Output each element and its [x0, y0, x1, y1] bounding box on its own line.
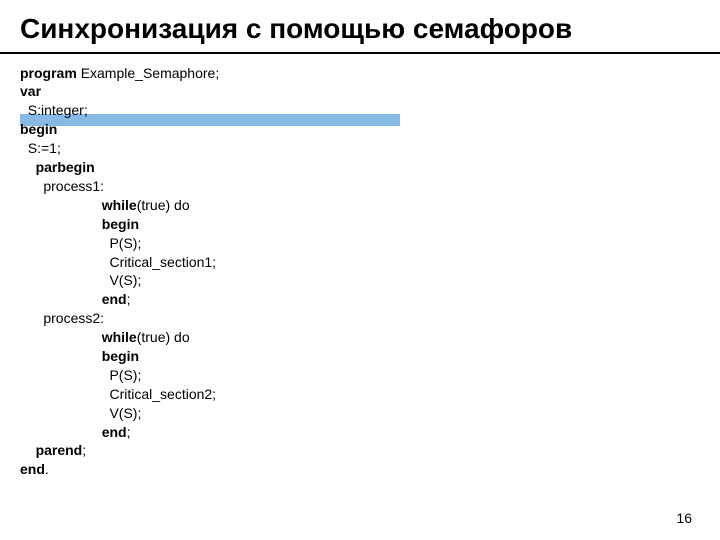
cs2: Critical_section2; — [109, 386, 216, 402]
vs-1: V(S); — [109, 272, 141, 288]
kw-end-final: end — [20, 461, 45, 477]
kw-program: program — [20, 65, 77, 81]
kw-begin: begin — [20, 121, 57, 137]
page-number: 16 — [676, 510, 692, 526]
assign: S:=1; — [28, 140, 61, 156]
ps-1: P(S); — [109, 235, 141, 251]
kw-while-1: while — [102, 197, 137, 213]
program-name: Example_Semaphore; — [81, 65, 220, 81]
process2-colon: : — [100, 310, 104, 326]
end-semi-1: ; — [127, 291, 131, 307]
process2: process2 — [43, 310, 100, 326]
cs1: Critical_section1; — [109, 254, 216, 270]
process1-colon: : — [100, 178, 104, 194]
kw-while-2: while — [102, 329, 137, 345]
kw-end-p1: end — [102, 291, 127, 307]
kw-begin-p2: begin — [102, 348, 139, 364]
parend-semi: ; — [82, 442, 86, 458]
var-decl: S:integer; — [28, 102, 88, 118]
ps-2: P(S); — [109, 367, 141, 383]
slide-title: Синхронизация с помощью семафоров — [0, 0, 720, 54]
code-block: program Example_Semaphore; var S:integer… — [0, 54, 720, 480]
while-tail-1: (true) do — [137, 197, 190, 213]
kw-begin-p1: begin — [102, 216, 139, 232]
kw-parbegin: parbegin — [36, 159, 95, 175]
while-tail-2: (true) do — [137, 329, 190, 345]
vs-2: V(S); — [109, 405, 141, 421]
kw-parend: parend — [36, 442, 83, 458]
end-semi-2: ; — [127, 424, 131, 440]
kw-var: var — [20, 83, 41, 99]
process1: process1 — [43, 178, 100, 194]
kw-end-p2: end — [102, 424, 127, 440]
end-dot: . — [45, 461, 49, 477]
